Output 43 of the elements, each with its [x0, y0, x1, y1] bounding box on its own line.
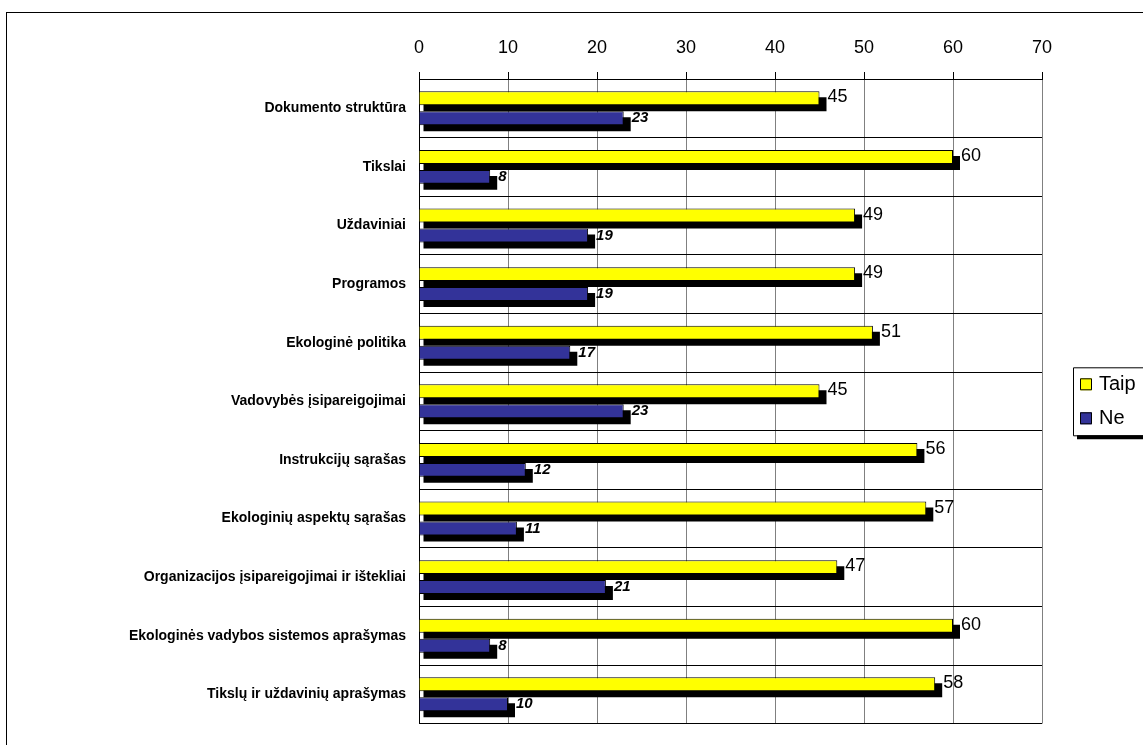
y-tick-label: Tikslų ir uždavinių aprašymas	[207, 685, 407, 702]
x-tick-label: 20	[586, 37, 608, 58]
data-label: 11	[524, 518, 541, 536]
y-tick-label: Ekologinių aspektų sąrašas	[221, 509, 407, 526]
y-tick-label: Organizacijos įsipareigojimai ir ištekliai	[143, 567, 406, 584]
data-label: 12	[533, 460, 552, 477]
x-tick-label: 40	[764, 37, 786, 58]
y-tick-label: Uždaviniai	[336, 216, 406, 233]
data-label: 56	[925, 437, 946, 458]
data-label: 60	[961, 613, 982, 634]
legend-label: Ne	[1099, 405, 1125, 428]
data-label: 45	[827, 379, 848, 400]
data-label: 8	[498, 635, 508, 653]
data-label: 47	[845, 555, 866, 576]
data-label: 60	[961, 144, 982, 165]
y-tick-label: Dokumento struktūra	[264, 99, 407, 116]
data-label: 19	[596, 225, 614, 243]
y-tick-label: Vadovybės įsipareigojimai	[230, 392, 406, 409]
data-label: 10	[516, 694, 534, 712]
data-label: 8	[498, 167, 508, 184]
x-tick-label: 50	[853, 37, 875, 58]
y-tick-label: Instrukcijų sąrašas	[279, 450, 407, 467]
y-tick-label: Ekologinė politika	[286, 333, 407, 350]
data-label: 45	[827, 86, 848, 107]
x-tick-label: 30	[675, 37, 697, 58]
y-tick-label: Tikslai	[362, 157, 406, 174]
data-label: 51	[880, 320, 901, 341]
x-tick-label: 0	[413, 37, 425, 58]
y-tick-label: Ekologinės vadybos sistemos aprašymas	[128, 626, 407, 643]
data-label: 49	[863, 203, 884, 224]
data-label: 21	[612, 577, 631, 595]
data-label: 49	[863, 262, 884, 283]
data-label: 23	[630, 108, 650, 126]
data-label: 19	[596, 284, 614, 302]
data-label: 23	[630, 401, 650, 419]
data-label: 17	[578, 342, 596, 360]
data-label: 57	[934, 496, 955, 517]
x-tick-label: 10	[497, 37, 519, 58]
legend-label: Taip	[1099, 371, 1136, 394]
y-tick-label: Programos	[332, 274, 407, 291]
x-tick-label: 70	[1031, 37, 1053, 58]
x-tick-label: 60	[942, 37, 964, 58]
data-label: 58	[943, 672, 964, 693]
